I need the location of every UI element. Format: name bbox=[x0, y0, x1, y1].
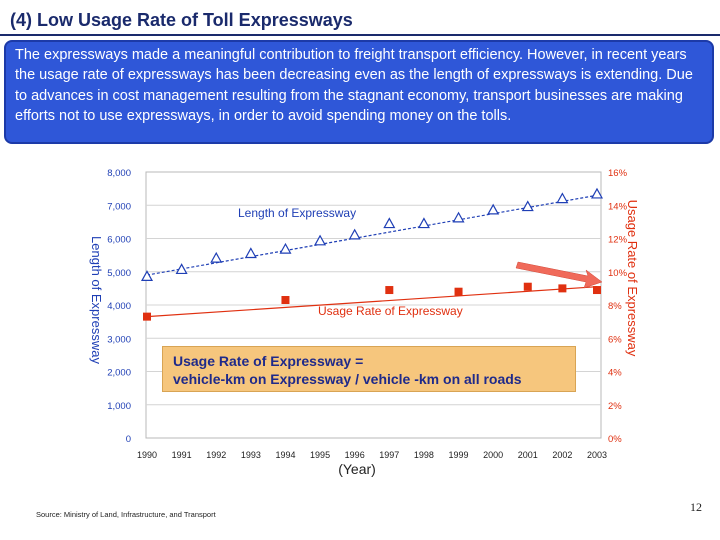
x-tick-label: 1993 bbox=[241, 450, 261, 460]
y-left-tick-label: 4,000 bbox=[107, 301, 131, 312]
y-right-tick-label: 12% bbox=[608, 235, 628, 246]
y-axis-right-label: Usage Rate of Expressway bbox=[625, 200, 640, 357]
y-left-tick-label: 3,000 bbox=[107, 334, 131, 345]
length-data-point bbox=[210, 251, 223, 263]
length-series-markers bbox=[140, 187, 604, 282]
y-left-tick-label: 5,000 bbox=[107, 268, 131, 279]
page-number: 12 bbox=[690, 500, 702, 514]
x-tick-label: 2000 bbox=[483, 450, 503, 460]
length-data-point bbox=[521, 200, 534, 212]
y-left-tick-label: 0 bbox=[126, 434, 131, 445]
length-data-point bbox=[279, 242, 292, 254]
length-trend-line bbox=[146, 194, 598, 276]
x-tick-label: 1990 bbox=[137, 450, 157, 460]
length-data-point bbox=[590, 187, 604, 199]
length-data-point bbox=[244, 247, 257, 259]
usage-data-point bbox=[143, 312, 151, 321]
y-right-tick-label: 8% bbox=[608, 301, 622, 312]
usage-data-point bbox=[523, 282, 532, 291]
y-right-tick-label: 2% bbox=[608, 401, 622, 412]
x-tick-label: 2002 bbox=[552, 450, 572, 460]
length-data-point bbox=[417, 217, 430, 229]
x-tick-label: 2003 bbox=[587, 450, 607, 460]
length-data-point bbox=[348, 228, 361, 240]
x-tick-label: 1995 bbox=[310, 450, 330, 460]
length-series-label: Length of Expressway bbox=[238, 206, 356, 220]
length-data-point bbox=[487, 203, 500, 215]
arrow-icon bbox=[515, 261, 603, 289]
y-left-tick-label: 6,000 bbox=[107, 235, 131, 246]
x-tick-label: 2001 bbox=[518, 450, 538, 460]
x-tick-label: 1991 bbox=[172, 450, 192, 460]
title-divider bbox=[0, 34, 720, 36]
right-axis-ticks: 0% 2% 4% 6% 8% 10% 12% 14% 16% bbox=[608, 168, 628, 445]
x-tick-label: 1999 bbox=[449, 450, 469, 460]
formula-box: Usage Rate of Expressway = vehicle-km on… bbox=[162, 346, 576, 392]
left-axis-ticks: 0 1,000 2,000 3,000 4,000 5,000 6,000 7,000 8,00… bbox=[107, 168, 131, 445]
y-axis-left-label: Length of Expressway bbox=[89, 236, 104, 364]
y-right-tick-label: 14% bbox=[608, 201, 628, 212]
usage-data-point bbox=[454, 287, 463, 296]
x-axis-ticks: 1990 1991 1992 1993 1994 1995 1996 1997 1998 1999… bbox=[137, 450, 607, 460]
length-data-point bbox=[452, 211, 465, 223]
intro-text-box: The expressways made a meaningful contri… bbox=[4, 40, 714, 144]
x-tick-label: 1992 bbox=[206, 450, 226, 460]
y-left-tick-label: 7,000 bbox=[107, 201, 131, 212]
formula-line-1: Usage Rate of Expressway = bbox=[173, 353, 364, 369]
length-data-point bbox=[140, 270, 154, 282]
usage-data-point bbox=[385, 286, 394, 295]
y-right-tick-label: 10% bbox=[608, 268, 628, 279]
length-data-point bbox=[383, 217, 396, 229]
usage-series-markers bbox=[143, 282, 601, 321]
length-data-point bbox=[175, 263, 188, 275]
y-right-tick-label: 6% bbox=[608, 334, 622, 345]
usage-data-point bbox=[558, 284, 567, 293]
length-data-point bbox=[314, 234, 327, 246]
source-note: Source: Ministry of Land, Infrastructure… bbox=[36, 510, 216, 519]
y-left-tick-label: 2,000 bbox=[107, 368, 131, 379]
x-tick-label: 1998 bbox=[414, 450, 434, 460]
page-title: (4) Low Usage Rate of Toll Expressways bbox=[10, 10, 353, 30]
trend-lines bbox=[146, 194, 598, 318]
y-left-tick-label: 1,000 bbox=[107, 401, 131, 412]
usage-data-point bbox=[281, 296, 290, 305]
y-right-tick-label: 0% bbox=[608, 434, 622, 445]
usage-data-point bbox=[593, 286, 601, 295]
formula-line-2: vehicle-km on Expressway / vehicle -km o… bbox=[173, 371, 522, 387]
y-right-tick-label: 4% bbox=[608, 368, 622, 379]
x-axis-label: (Year) bbox=[338, 461, 376, 477]
x-tick-label: 1994 bbox=[275, 450, 295, 460]
x-tick-label: 1997 bbox=[379, 450, 399, 460]
length-data-point bbox=[556, 192, 569, 204]
usage-trend-line bbox=[146, 286, 598, 318]
usage-series-label: Usage Rate of Expressway bbox=[318, 304, 463, 318]
x-tick-label: 1996 bbox=[345, 450, 365, 460]
y-right-tick-label: 16% bbox=[608, 168, 628, 179]
y-left-tick-label: 8,000 bbox=[107, 168, 131, 179]
